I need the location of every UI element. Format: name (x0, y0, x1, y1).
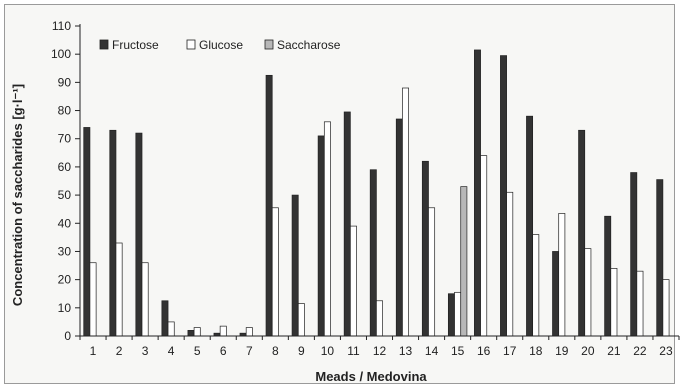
y-tick-label: 80 (58, 104, 72, 118)
x-tick-label: 9 (298, 344, 305, 358)
legend-swatch-fructose (99, 39, 109, 50)
glucose-bar (376, 300, 383, 337)
glucose-bar (428, 207, 436, 337)
y-tick-label: 30 (58, 244, 72, 258)
fructose-bar (187, 330, 195, 337)
glucose-bar (506, 191, 514, 337)
fructose-bar (395, 118, 403, 337)
glucose-bar (402, 87, 409, 337)
y-tick-label: 100 (51, 47, 71, 61)
fructose-bar (317, 135, 325, 337)
glucose-bar (89, 262, 97, 337)
glucose-bar (532, 234, 540, 337)
x-tick-label: 13 (399, 344, 413, 358)
x-tick-label: 22 (633, 344, 647, 358)
x-tick-label: 10 (321, 344, 335, 358)
glucose-bar (193, 327, 201, 337)
x-tick-label: 21 (607, 344, 621, 358)
x-tick-label: 1 (90, 344, 97, 358)
glucose-bar (141, 262, 149, 337)
glucose-bar (245, 327, 253, 337)
fructose-bar (552, 251, 560, 337)
fructose-bar (630, 172, 638, 337)
fructose-bar (161, 300, 169, 337)
fructose-bar (135, 132, 143, 337)
glucose-bar (610, 268, 618, 337)
fructose-bar (343, 111, 351, 337)
x-tick-label: 4 (168, 344, 175, 358)
fructose-bar (369, 169, 377, 337)
x-tick-label: 2 (116, 344, 123, 358)
fructose-bar (500, 55, 507, 337)
y-axis-title: Concentration of saccharides [g·l⁻¹] (10, 84, 25, 306)
glucose-bar (115, 242, 123, 337)
x-tick-label: 5 (194, 344, 201, 358)
y-tick-label: 10 (58, 301, 72, 315)
glucose-bar (219, 325, 227, 337)
x-tick-label: 16 (477, 344, 491, 358)
fructose-bar (291, 194, 299, 337)
x-tick-label: 17 (503, 344, 517, 358)
legend: Fructose Glucose Saccharose (99, 38, 341, 52)
y-tick-label: 70 (58, 132, 72, 146)
y-tick-label: 110 (52, 19, 71, 33)
legend-swatch-saccharose (264, 39, 274, 50)
glucose-bar (350, 225, 357, 337)
glucose-bar (454, 291, 462, 337)
legend-swatch-glucose (186, 39, 196, 50)
plot-area (83, 49, 670, 337)
y-tick-label: 60 (58, 160, 72, 174)
saccharose-bar (460, 186, 468, 337)
y-tick-label: 40 (58, 216, 72, 230)
glucose-bar (480, 155, 488, 337)
y-tick-label: 50 (58, 188, 72, 202)
x-tick-label: 14 (425, 344, 439, 358)
y-tick-label: 20 (58, 273, 72, 287)
fructose-bar (109, 129, 117, 337)
fructose-bar (526, 115, 534, 337)
x-tick-label: 23 (659, 344, 673, 358)
x-tick-label: 7 (246, 344, 253, 358)
fructose-bar (421, 160, 429, 337)
glucose-bar (662, 279, 670, 337)
fructose-bar (656, 179, 664, 337)
fructose-bar (604, 215, 612, 337)
fructose-bar (83, 127, 91, 337)
x-tick-label: 3 (142, 344, 149, 358)
x-tick-label: 11 (347, 344, 360, 358)
x-axis-title: Meads / Medovina (315, 369, 427, 384)
glucose-bar (584, 248, 592, 337)
x-tick-label: 12 (373, 344, 387, 358)
legend-label-glucose: Glucose (199, 38, 243, 52)
legend-label-saccharose: Saccharose (277, 38, 341, 52)
fructose-bar (447, 293, 455, 337)
x-tick-label: 19 (555, 344, 569, 358)
glucose-bar (271, 207, 279, 337)
fructose-bar (578, 129, 586, 337)
glucose-bar (558, 213, 566, 337)
glucose-bar (167, 321, 175, 337)
x-tick-label: 18 (529, 344, 543, 358)
x-tick-label: 20 (581, 344, 595, 358)
legend-label-fructose: Fructose (112, 38, 159, 52)
glucose-bar (636, 270, 644, 337)
x-tick-label: 15 (451, 344, 465, 358)
x-tick-label: 8 (272, 344, 279, 358)
fructose-bar (265, 74, 273, 337)
y-tick-label: 90 (58, 75, 72, 89)
glucose-bar (323, 121, 331, 337)
y-tick-label: 0 (64, 329, 71, 343)
fructose-bar (474, 49, 481, 337)
glucose-bar (297, 303, 305, 337)
x-tick-label: 6 (220, 344, 227, 358)
